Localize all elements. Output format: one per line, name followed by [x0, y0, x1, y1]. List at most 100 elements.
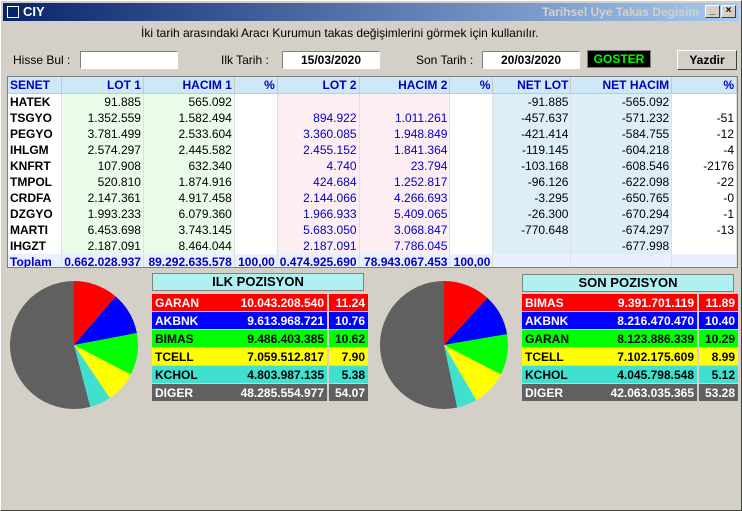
value-cell — [449, 93, 494, 110]
column-header[interactable]: NET HACIM — [570, 77, 673, 94]
table-row[interactable]: HATEK 91.885 565.092 -91.885 -565.092 — [8, 93, 737, 110]
close-icon[interactable]: × — [721, 5, 736, 18]
data-grid[interactable]: SENET LOT 1 HACIM 1% LOT 2 HACIM 2% NET LOT NE… — [7, 76, 738, 268]
position-row: DIGER 42.063.035.365 53.28 — [522, 384, 738, 401]
table-row[interactable]: CRDFA 2.147.361 4.917.458 2.144.066 4.266.69… — [8, 190, 737, 206]
value-cell: -91.885 — [492, 93, 572, 110]
position-value: 9.391.701.119 — [592, 294, 697, 311]
goster-button[interactable]: GOSTER — [587, 50, 651, 68]
value-cell: 1.874.916 — [143, 174, 235, 190]
column-header[interactable]: HACIM 1 — [143, 77, 235, 94]
column-header[interactable]: SENET — [8, 77, 63, 94]
column-header[interactable]: % — [671, 77, 737, 94]
value-cell — [671, 238, 737, 254]
title-left: CIY — [7, 4, 45, 19]
value-cell — [449, 110, 494, 126]
value-cell: -96.126 — [492, 174, 572, 190]
value-cell — [449, 222, 494, 238]
value-cell: -608.546 — [570, 158, 673, 174]
table-row[interactable]: DZGYO 1.993.233 6.079.360 1.966.933 5.409.06… — [8, 206, 737, 222]
column-header[interactable]: NET LOT — [492, 77, 572, 94]
value-cell: -13 — [671, 222, 737, 238]
position-percent: 5.38 — [327, 366, 368, 383]
column-header[interactable]: % — [449, 77, 494, 94]
value-cell — [449, 158, 494, 174]
son-pozisyon-table: BIMAS 9.391.701.119 11.89 AKBNK 8.216.470.47… — [522, 293, 738, 402]
yazdir-button[interactable]: Yazdir — [677, 50, 737, 70]
position-symbol: BIMAS — [152, 330, 222, 347]
position-value: 48.285.554.977 — [222, 384, 327, 401]
value-cell: -103.168 — [492, 158, 572, 174]
value-cell: -0 — [671, 190, 737, 206]
value-cell: 2.445.582 — [143, 142, 235, 158]
position-row: KCHOL 4.803.987.135 5.38 — [152, 366, 368, 383]
position-value: 42.063.035.365 — [592, 384, 697, 401]
position-row: DIGER 48.285.554.977 54.07 — [152, 384, 368, 401]
pie-slice-bimas — [444, 281, 488, 345]
ilk-pozisyon-pie-chart — [10, 281, 138, 409]
position-row: TCELL 7.102.175.609 8.99 — [522, 348, 738, 365]
title-bar[interactable]: CIY Tarihsel Uye Takas Degisim _ × — [3, 3, 739, 21]
pie-slice-kchol — [74, 345, 110, 407]
position-percent: 11.89 — [697, 294, 738, 311]
symbol-cell: KNFRT — [8, 158, 63, 174]
value-cell — [234, 126, 278, 142]
ilk-tarih-input[interactable]: 15/03/2020 — [282, 51, 380, 69]
position-percent: 10.76 — [327, 312, 368, 329]
table-row[interactable]: PEGYO 3.781.499 2.533.604 3.360.085 1.948.84… — [8, 126, 737, 142]
value-cell: 7.786.045 — [359, 238, 451, 254]
value-cell — [449, 190, 494, 206]
total-label: Toplam — [8, 254, 63, 267]
value-cell: 2.147.361 — [61, 190, 144, 206]
son-tarih-label: Son Tarih : — [416, 53, 474, 67]
pie-slice-garan — [74, 281, 116, 345]
pie-slice-tcell — [74, 345, 131, 399]
value-cell: -26.300 — [492, 206, 572, 222]
instructions-text: İki tarih arasındaki Aracı Kurumun takas… — [141, 26, 539, 40]
value-cell: 2.455.152 — [277, 142, 360, 158]
value-cell: 107.908 — [61, 158, 144, 174]
value-cell: 4.917.458 — [143, 190, 235, 206]
value-cell: 8.464.044 — [143, 238, 235, 254]
table-header-row: SENET LOT 1 HACIM 1% LOT 2 HACIM 2% NET LOT NE… — [8, 77, 737, 94]
value-cell: 2.574.297 — [61, 142, 144, 158]
position-percent: 7.90 — [327, 348, 368, 365]
table-row[interactable]: KNFRT 107.908 632.340 4.740 23.794 -103.168 -6… — [8, 158, 737, 174]
value-cell: -677.998 — [570, 238, 673, 254]
value-cell — [449, 206, 494, 222]
total-cell: 89.292.635.578 — [143, 254, 235, 267]
position-symbol: TCELL — [152, 348, 222, 365]
position-percent: 8.99 — [697, 348, 738, 365]
son-tarih-input[interactable]: 20/03/2020 — [482, 51, 580, 69]
pie-slice-garan — [444, 334, 508, 375]
position-row: KCHOL 4.045.798.548 5.12 — [522, 366, 738, 383]
symbol-cell: CRDFA — [8, 190, 63, 206]
minimize-icon[interactable]: _ — [705, 5, 720, 18]
position-symbol: AKBNK — [522, 312, 592, 329]
value-cell: 2.144.066 — [277, 190, 360, 206]
ilk-pozisyon-title: ILK POZISYON — [152, 273, 364, 291]
value-cell: 3.781.499 — [61, 126, 144, 142]
position-symbol: DIGER — [522, 384, 592, 401]
table-row[interactable]: IHGZT 2.187.091 8.464.044 2.187.091 7.786.04… — [8, 238, 737, 254]
value-cell: 632.340 — [143, 158, 235, 174]
value-cell: -4 — [671, 142, 737, 158]
column-header[interactable]: % — [234, 77, 278, 94]
value-cell: 520.810 — [61, 174, 144, 190]
symbol-cell: HATEK — [8, 93, 63, 110]
total-cell: 0.474.925.690 — [277, 254, 360, 267]
pie-slice-diger — [10, 281, 91, 409]
position-symbol: AKBNK — [152, 312, 222, 329]
table-row[interactable]: IHLGM 2.574.297 2.445.582 2.455.152 1.841.36… — [8, 142, 737, 158]
table-row[interactable]: MARTI 6.453.698 3.743.145 5.683.050 3.068.84… — [8, 222, 737, 238]
table-row[interactable]: TMPOL 520.810 1.874.916 424.684 1.252.817 -96… — [8, 174, 737, 190]
position-row: GARAN 8.123.886.339 10.29 — [522, 330, 738, 347]
position-symbol: KCHOL — [522, 366, 592, 383]
column-header[interactable]: LOT 2 — [277, 77, 360, 94]
column-header[interactable]: LOT 1 — [61, 77, 144, 94]
value-cell: -12 — [671, 126, 737, 142]
hisse-search-input[interactable] — [80, 51, 178, 69]
column-header[interactable]: HACIM 2 — [359, 77, 451, 94]
table-row[interactable]: TSGYO 1.352.559 1.582.494 894.922 1.011.261 -… — [8, 110, 737, 126]
value-cell: -1 — [671, 206, 737, 222]
